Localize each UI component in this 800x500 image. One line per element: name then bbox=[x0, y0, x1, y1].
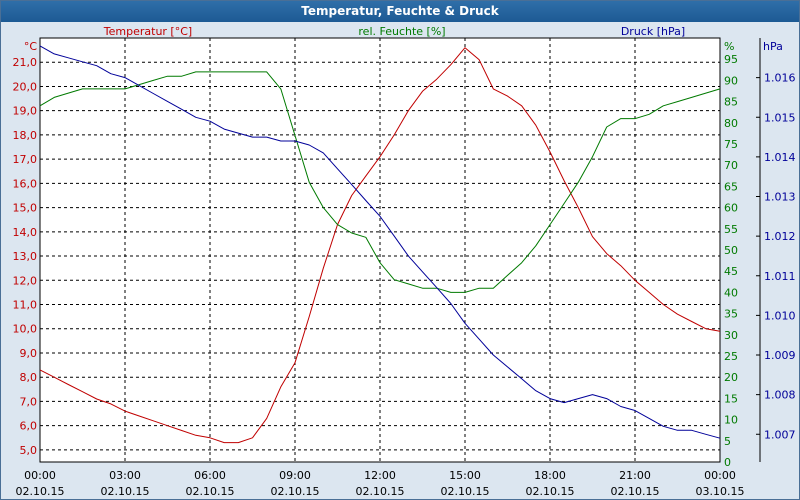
x-tick-date: 02.10.15 bbox=[441, 485, 490, 498]
humidity-axis-label: rel. Feuchte [%] bbox=[358, 25, 445, 38]
pressure-tick-label: 1.013 bbox=[764, 191, 796, 204]
temperature-tick-label: 18,0 bbox=[13, 129, 38, 142]
humidity-tick-label: 65 bbox=[724, 180, 738, 193]
pressure-tick-label: 1.010 bbox=[764, 309, 796, 322]
pressure-tick-label: 1.015 bbox=[764, 111, 796, 124]
x-tick-date: 02.10.15 bbox=[526, 485, 575, 498]
humidity-tick-label: 15 bbox=[724, 392, 738, 405]
pressure-tick-label: 1.012 bbox=[764, 230, 796, 243]
pressure-line bbox=[39, 45, 721, 439]
x-tick-time: 21:00 bbox=[619, 469, 651, 482]
humidity-tick-label: 55 bbox=[724, 223, 738, 236]
x-tick-time: 03:00 bbox=[109, 469, 141, 482]
humidity-tick-label: 80 bbox=[724, 117, 738, 130]
x-tick-time: 18:00 bbox=[534, 469, 566, 482]
pressure-tick-label: 1.011 bbox=[764, 270, 796, 283]
humidity-tick-label: 85 bbox=[724, 96, 738, 109]
temperature-line bbox=[39, 47, 721, 444]
temperature-tick-label: 9,0 bbox=[20, 347, 38, 360]
x-tick-time: 15:00 bbox=[449, 469, 481, 482]
pressure-tick-label: 1.014 bbox=[764, 151, 796, 164]
pressure-unit: hPa bbox=[763, 40, 783, 53]
x-tick-date: 02.10.15 bbox=[16, 485, 65, 498]
humidity-tick-label: 20 bbox=[724, 371, 738, 384]
x-tick-date: 02.10.15 bbox=[271, 485, 320, 498]
humidity-tick-label: 60 bbox=[724, 202, 738, 215]
humidity-tick-label: 50 bbox=[724, 244, 738, 257]
x-tick-time: 06:00 bbox=[194, 469, 226, 482]
x-tick-date: 02.10.15 bbox=[611, 485, 660, 498]
humidity-unit: % bbox=[724, 40, 734, 53]
temperature-tick-label: 19,0 bbox=[13, 105, 38, 118]
humidity-tick-label: 90 bbox=[724, 74, 738, 87]
pressure-tick-label: 1.016 bbox=[764, 72, 796, 85]
pressure-tick-label: 1.007 bbox=[764, 428, 796, 441]
pressure-axis-label: Druck [hPa] bbox=[621, 25, 685, 38]
humidity-tick-label: 40 bbox=[724, 286, 738, 299]
x-tick-time: 00:00 bbox=[24, 469, 56, 482]
pressure-tick-label: 1.009 bbox=[764, 349, 796, 362]
temperature-axis-label: Temperatur [°C] bbox=[103, 25, 192, 38]
humidity-tick-label: 25 bbox=[724, 350, 738, 363]
temperature-tick-label: 10,0 bbox=[13, 323, 38, 336]
temperature-tick-label: 17,0 bbox=[13, 153, 38, 166]
temperature-tick-label: 5,0 bbox=[20, 444, 38, 457]
temperature-tick-label: 12,0 bbox=[13, 274, 38, 287]
x-tick-date: 02.10.15 bbox=[101, 485, 150, 498]
humidity-tick-label: 10 bbox=[724, 414, 738, 427]
temperature-unit: °C bbox=[24, 40, 38, 53]
x-tick-date: 03.10.15 bbox=[696, 485, 745, 498]
humidity-tick-label: 30 bbox=[724, 329, 738, 342]
x-tick-time: 12:00 bbox=[364, 469, 396, 482]
temperature-tick-label: 7,0 bbox=[20, 395, 38, 408]
temperature-tick-label: 20,0 bbox=[13, 80, 38, 93]
temperature-tick-label: 16,0 bbox=[13, 177, 38, 190]
humidity-tick-label: 5 bbox=[724, 435, 731, 448]
x-tick-time: 09:00 bbox=[279, 469, 311, 482]
humidity-tick-label: 95 bbox=[724, 53, 738, 66]
x-tick-date: 02.10.15 bbox=[186, 485, 235, 498]
temperature-tick-label: 15,0 bbox=[13, 202, 38, 215]
pressure-tick-label: 1.008 bbox=[764, 389, 796, 402]
humidity-tick-label: 75 bbox=[724, 138, 738, 151]
temperature-tick-label: 13,0 bbox=[13, 250, 38, 263]
humidity-tick-label: 35 bbox=[724, 308, 738, 321]
humidity-tick-label: 70 bbox=[724, 159, 738, 172]
temperature-tick-label: 21,0 bbox=[13, 56, 38, 69]
temperature-tick-label: 6,0 bbox=[20, 420, 38, 433]
temperature-tick-label: 11,0 bbox=[13, 299, 38, 312]
temperature-tick-label: 14,0 bbox=[13, 226, 38, 239]
temperature-tick-label: 8,0 bbox=[20, 371, 38, 384]
chart-title: Temperatur, Feuchte & Druck bbox=[1, 1, 799, 22]
humidity-tick-label: 45 bbox=[724, 265, 738, 278]
x-tick-time: 00:00 bbox=[704, 469, 736, 482]
humidity-tick-label: 0 bbox=[724, 456, 731, 469]
x-tick-date: 02.10.15 bbox=[356, 485, 405, 498]
humidity-line bbox=[39, 71, 721, 293]
